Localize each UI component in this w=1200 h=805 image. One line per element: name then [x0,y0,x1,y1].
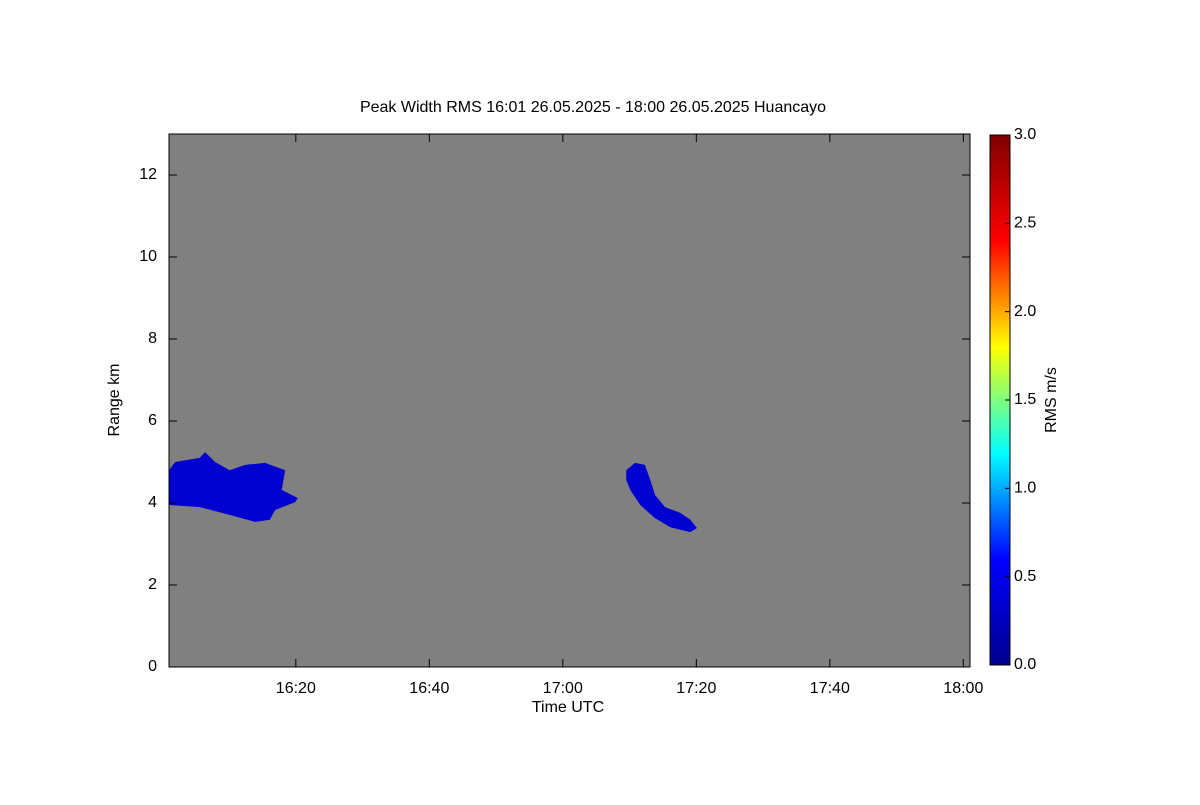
colorbar-tick-label: 2.0 [1014,303,1036,320]
y-tick-label: 2 [148,576,157,593]
colorbar-tick-label: 0.5 [1014,568,1036,585]
y-tick-label: 4 [148,494,157,511]
y-tick-label: 12 [139,166,157,183]
plot-frame [168,133,971,668]
x-tick-label: 16:20 [276,680,316,697]
y-axis-label: Range km [106,364,123,437]
colorbar-tick-label: 0.0 [1014,656,1036,673]
x-tick-label: 16:40 [409,680,449,697]
x-tick-label: 17:20 [676,680,716,697]
chart-title: Peak Width RMS 16:01 26.05.2025 - 18:00 … [360,99,826,116]
data-region [169,452,298,522]
x-axis-label: Time UTC [532,699,604,716]
x-tick-label: 18:00 [943,680,983,697]
y-tick-label: 8 [148,330,157,347]
y-tick-label: 0 [148,658,157,675]
colorbar-tick-label: 2.5 [1014,215,1036,232]
colorbar-tick-label: 1.0 [1014,480,1036,497]
x-tick-label: 17:40 [810,680,850,697]
y-tick-label: 6 [148,412,157,429]
data-region [626,462,697,533]
colorbar-tick-label: 3.0 [1014,126,1036,143]
x-tick-label: 17:00 [543,680,583,697]
colorbar-tick-label: 1.5 [1014,391,1036,408]
colorbar-label: RMS m/s [1043,367,1060,433]
y-tick-label: 10 [139,248,157,265]
plot-background [169,134,970,667]
